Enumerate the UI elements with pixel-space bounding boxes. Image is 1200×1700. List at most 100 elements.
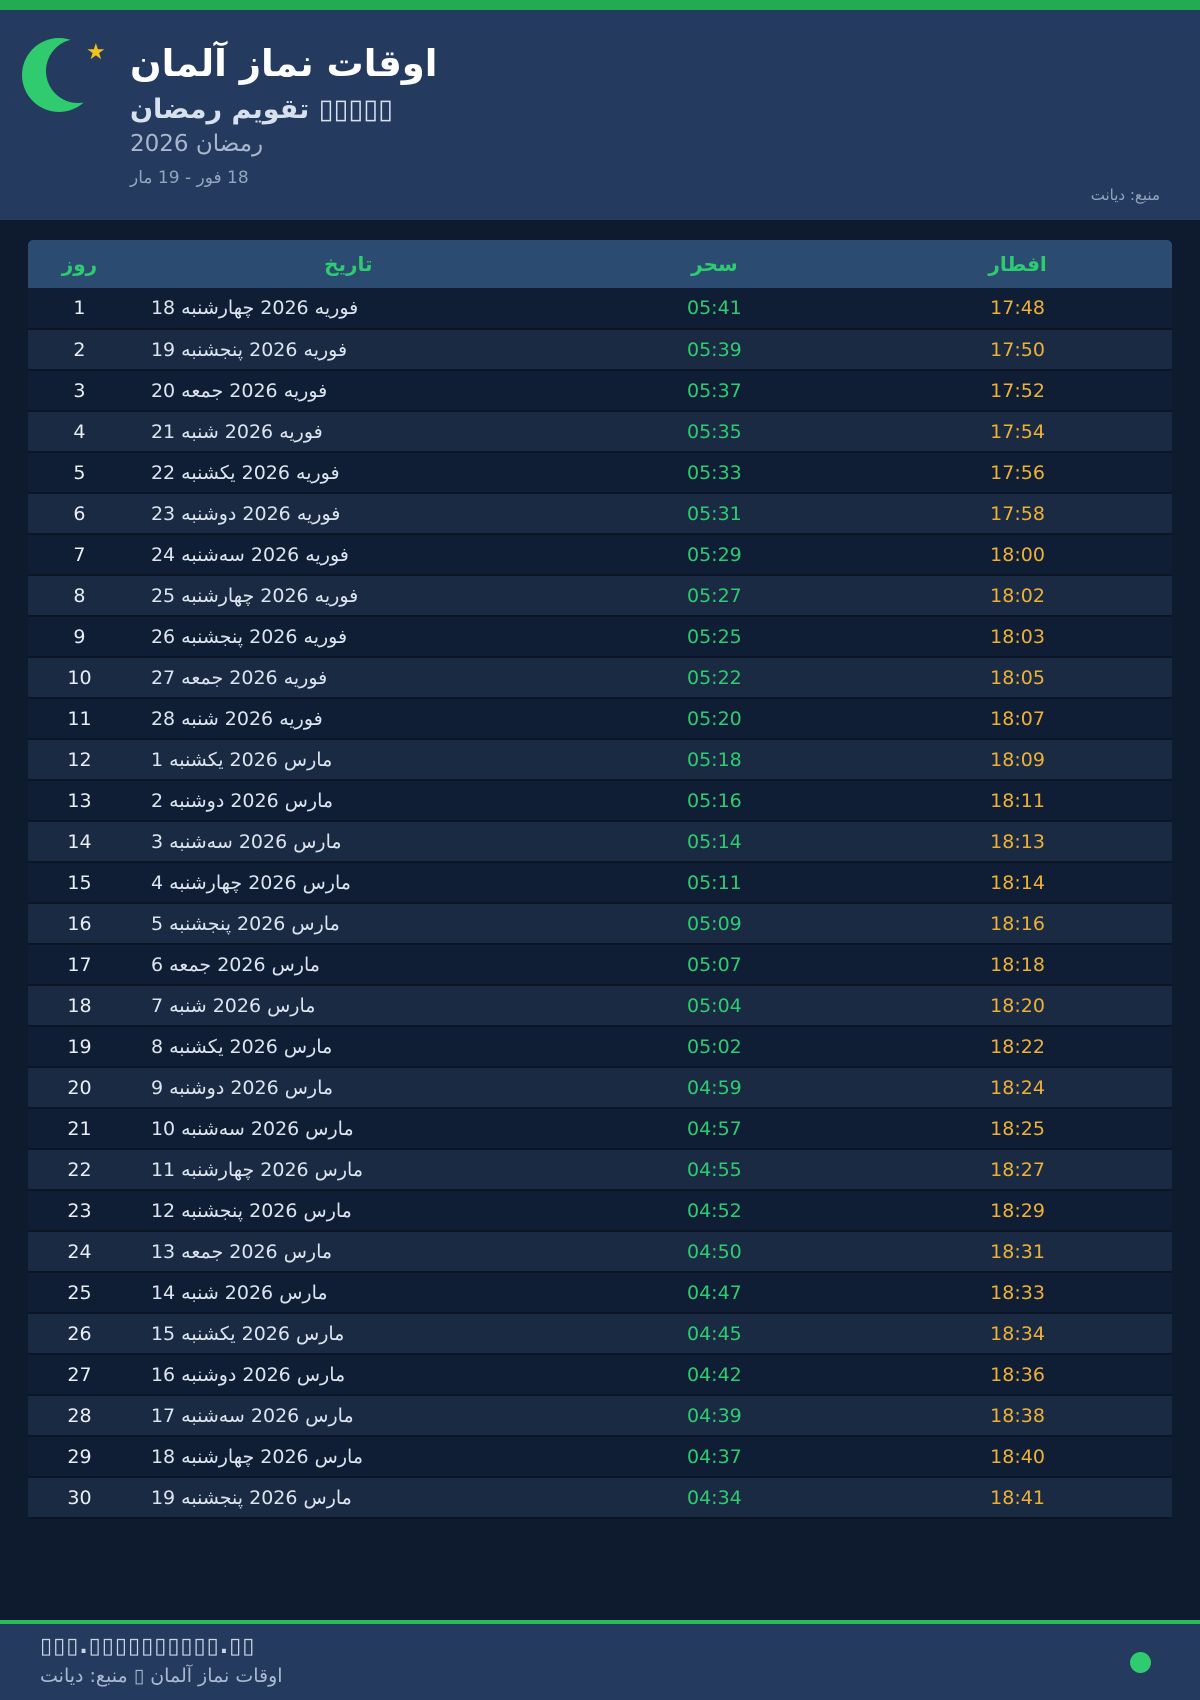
date-cell: 7 مارس 2026 شنبه xyxy=(130,985,566,1027)
date-cell: 10 مارس 2026 سه‌شنبه xyxy=(130,1108,566,1150)
date-cell: 5 مارس 2026 پنجشنبه xyxy=(130,903,566,945)
date-cell: 6 مارس 2026 جمعه xyxy=(130,944,566,986)
date-cell: 14 مارس 2026 شنبه xyxy=(130,1272,566,1314)
date-cell: 22 فوریه 2026 یکشنبه xyxy=(130,452,566,494)
star-icon: ★ xyxy=(86,40,106,65)
sehri-time: 04:39 xyxy=(565,1395,864,1437)
day-number: 27 xyxy=(28,1354,131,1396)
sehri-time: 05:04 xyxy=(565,985,864,1027)
day-number: 21 xyxy=(28,1108,131,1150)
sehri-time: 04:42 xyxy=(565,1354,864,1396)
date-range: 18 فور - 19 مار xyxy=(130,168,249,188)
sehri-time: 05:14 xyxy=(565,821,864,863)
table-row: 17 6 مارس 2026 جمعه 05:07 18:18 xyxy=(28,944,1172,986)
table-row: 8 25 فوریه 2026 چهارشنبه 05:27 18:02 xyxy=(28,575,1172,617)
iftar-time: 18:29 xyxy=(863,1190,1172,1232)
table-row: 29 18 مارس 2026 چهارشنبه 04:37 18:40 xyxy=(28,1436,1172,1478)
sehri-time: 05:09 xyxy=(565,903,864,945)
green-dot-icon xyxy=(1130,1652,1151,1673)
table-row: 14 3 مارس 2026 سه‌شنبه 05:14 18:13 xyxy=(28,821,1172,863)
crescent-moon-icon xyxy=(22,38,110,112)
page-header: ★ اوقات نماز آلمان تقویم رمضان ▯▯▯▯▯ رمض… xyxy=(0,10,1200,220)
date-cell: 2 مارس 2026 دوشنبه xyxy=(130,780,566,822)
day-number: 26 xyxy=(28,1313,131,1355)
day-number: 22 xyxy=(28,1149,131,1191)
date-cell: 27 فوریه 2026 جمعه xyxy=(130,657,566,699)
sehri-time: 05:11 xyxy=(565,862,864,904)
website-url: ▯▯▯.▯▯▯▯▯▯▯▯▯▯.▯▯ xyxy=(40,1634,256,1659)
iftar-time: 17:56 xyxy=(863,452,1172,494)
day-number: 25 xyxy=(28,1272,131,1314)
column-header-date: تاریخ xyxy=(130,240,566,288)
iftar-time: 17:54 xyxy=(863,411,1172,453)
table-row: 16 5 مارس 2026 پنجشنبه 05:09 18:16 xyxy=(28,903,1172,945)
sehri-time: 04:55 xyxy=(565,1149,864,1191)
date-cell: 11 مارس 2026 چهارشنبه xyxy=(130,1149,566,1191)
date-cell: 3 مارس 2026 سه‌شنبه xyxy=(130,821,566,863)
date-cell: 9 مارس 2026 دوشنبه xyxy=(130,1067,566,1109)
day-number: 5 xyxy=(28,452,131,494)
iftar-time: 18:13 xyxy=(863,821,1172,863)
day-number: 28 xyxy=(28,1395,131,1437)
sehri-time: 05:39 xyxy=(565,329,864,371)
table-row: 9 26 فوریه 2026 پنجشنبه 05:25 18:03 xyxy=(28,616,1172,658)
day-number: 29 xyxy=(28,1436,131,1478)
sehri-time: 05:07 xyxy=(565,944,864,986)
table-header-row: روز تاریخ سحر افطار xyxy=(28,240,1172,288)
table-row: 26 15 مارس 2026 یکشنبه 04:45 18:34 xyxy=(28,1313,1172,1355)
iftar-time: 18:14 xyxy=(863,862,1172,904)
source-label: منبع: دیانت xyxy=(1090,186,1160,204)
sehri-time: 05:37 xyxy=(565,370,864,412)
day-number: 24 xyxy=(28,1231,131,1273)
table-row: 24 13 مارس 2026 جمعه 04:50 18:31 xyxy=(28,1231,1172,1273)
table-row: 27 16 مارس 2026 دوشنبه 04:42 18:36 xyxy=(28,1354,1172,1396)
table-row: 30 19 مارس 2026 پنجشنبه 04:34 18:41 xyxy=(28,1477,1172,1519)
sehri-time: 05:35 xyxy=(565,411,864,453)
top-accent-bar xyxy=(0,0,1200,10)
iftar-time: 17:50 xyxy=(863,329,1172,371)
table-row: 6 23 فوریه 2026 دوشنبه 05:31 17:58 xyxy=(28,493,1172,535)
date-cell: 16 مارس 2026 دوشنبه xyxy=(130,1354,566,1396)
day-number: 23 xyxy=(28,1190,131,1232)
day-number: 12 xyxy=(28,739,131,781)
date-cell: 24 فوریه 2026 سه‌شنبه xyxy=(130,534,566,576)
iftar-time: 18:33 xyxy=(863,1272,1172,1314)
page-footer: ▯▯▯.▯▯▯▯▯▯▯▯▯▯.▯▯ اوقات نماز آلمان ▯ منب… xyxy=(0,1620,1200,1700)
day-number: 17 xyxy=(28,944,131,986)
table-row: 1 18 فوریه 2026 چهارشنبه 05:41 17:48 xyxy=(28,288,1172,330)
sehri-time: 05:25 xyxy=(565,616,864,658)
iftar-time: 18:24 xyxy=(863,1067,1172,1109)
sehri-time: 05:27 xyxy=(565,575,864,617)
sehri-time: 05:16 xyxy=(565,780,864,822)
date-cell: 18 فوریه 2026 چهارشنبه xyxy=(130,288,566,330)
iftar-time: 18:11 xyxy=(863,780,1172,822)
sehri-time: 04:34 xyxy=(565,1477,864,1519)
date-cell: 21 فوریه 2026 شنبه xyxy=(130,411,566,453)
day-number: 7 xyxy=(28,534,131,576)
table-row: 21 10 مارس 2026 سه‌شنبه 04:57 18:25 xyxy=(28,1108,1172,1150)
iftar-time: 18:40 xyxy=(863,1436,1172,1478)
iftar-time: 18:20 xyxy=(863,985,1172,1027)
day-number: 18 xyxy=(28,985,131,1027)
sehri-time: 04:52 xyxy=(565,1190,864,1232)
date-cell: 26 فوریه 2026 پنجشنبه xyxy=(130,616,566,658)
day-number: 14 xyxy=(28,821,131,863)
iftar-time: 17:52 xyxy=(863,370,1172,412)
iftar-time: 18:41 xyxy=(863,1477,1172,1519)
iftar-time: 18:34 xyxy=(863,1313,1172,1355)
date-cell: 1 مارس 2026 یکشنبه xyxy=(130,739,566,781)
ramadan-year: رمضان 2026 xyxy=(130,131,264,157)
iftar-time: 18:31 xyxy=(863,1231,1172,1273)
sehri-time: 04:47 xyxy=(565,1272,864,1314)
date-cell: 8 مارس 2026 یکشنبه xyxy=(130,1026,566,1068)
date-cell: 17 مارس 2026 سه‌شنبه xyxy=(130,1395,566,1437)
iftar-time: 18:27 xyxy=(863,1149,1172,1191)
iftar-time: 17:48 xyxy=(863,288,1172,330)
column-header-sehri: سحر xyxy=(565,240,864,288)
day-number: 15 xyxy=(28,862,131,904)
sehri-time: 05:02 xyxy=(565,1026,864,1068)
iftar-time: 18:09 xyxy=(863,739,1172,781)
day-number: 11 xyxy=(28,698,131,740)
table-row: 28 17 مارس 2026 سه‌شنبه 04:39 18:38 xyxy=(28,1395,1172,1437)
sehri-time: 04:57 xyxy=(565,1108,864,1150)
